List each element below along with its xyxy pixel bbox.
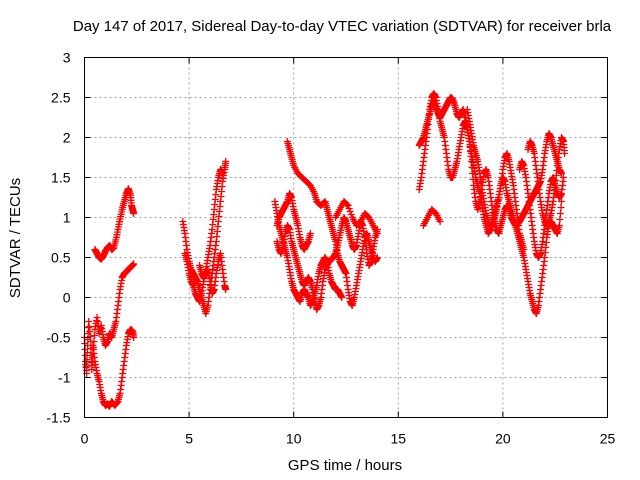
y-tick-label: 0 <box>63 290 71 306</box>
y-tick-label: -1 <box>58 370 71 386</box>
data-point-marker <box>83 349 91 356</box>
y-tick-label: -1.5 <box>46 410 70 426</box>
data-point-marker <box>222 158 230 165</box>
y-tick-label: 1 <box>63 210 71 226</box>
data-point-marker <box>90 338 98 345</box>
x-tick-label: 10 <box>286 431 302 447</box>
data-point-marker <box>130 210 138 217</box>
y-tick-label: 1.5 <box>51 170 71 186</box>
data-point-marker <box>436 218 444 225</box>
data-point-marker <box>520 246 528 253</box>
x-axis-tick-labels: 0 5 10 15 20 25 <box>81 431 616 447</box>
data-point-marker <box>373 230 381 237</box>
data-marker-layer <box>81 90 569 410</box>
chart-title: Day 147 of 2017, Sidereal Day-to-day VTE… <box>73 18 612 35</box>
data-point-marker <box>556 210 564 217</box>
x-tick-label: 0 <box>81 431 89 447</box>
y-tick-label: 2 <box>63 130 71 146</box>
y-axis-title: SDTVAR / TECUs <box>7 178 24 298</box>
y-tick-label: 2.5 <box>51 90 71 106</box>
data-point-marker <box>346 208 354 215</box>
data-point-marker <box>557 204 565 211</box>
plot-frame <box>84 57 608 418</box>
data-point-marker <box>345 205 353 212</box>
x-tick-label: 5 <box>185 431 193 447</box>
data-point-marker <box>555 222 563 229</box>
data-point-marker <box>557 198 565 205</box>
data-point-marker <box>560 174 568 181</box>
data-point-marker <box>90 332 98 339</box>
data-point-marker <box>344 202 352 209</box>
x-tick-label: 25 <box>600 431 616 447</box>
y-tick-label: -0.5 <box>46 330 70 346</box>
data-point-marker <box>343 201 351 208</box>
data-point-marker <box>557 170 565 177</box>
x-tick-label: 20 <box>495 431 511 447</box>
data-point-marker <box>130 260 138 268</box>
grid-layer <box>84 57 608 418</box>
y-tick-label: 0.5 <box>51 250 71 266</box>
data-point-marker <box>222 286 230 293</box>
data-point-marker <box>84 324 92 331</box>
y-axis-tick-labels: -1.5 -1 -0.5 0 0.5 1 1.5 2 2.5 3 <box>46 50 70 426</box>
data-point-marker <box>338 294 346 301</box>
x-tick-label: 15 <box>391 431 407 447</box>
y-tick-label: 3 <box>63 50 71 66</box>
data-point-marker <box>561 150 569 157</box>
data-point-marker <box>556 216 564 223</box>
data-point-marker <box>347 211 355 218</box>
data-point-marker <box>373 254 381 261</box>
axis-tick-layer <box>84 57 608 418</box>
data-point-marker <box>306 230 314 237</box>
data-point-marker <box>130 334 138 341</box>
data-point-marker <box>219 170 227 177</box>
x-axis-title: GPS time / hours <box>288 457 402 474</box>
data-point-marker <box>113 399 121 406</box>
